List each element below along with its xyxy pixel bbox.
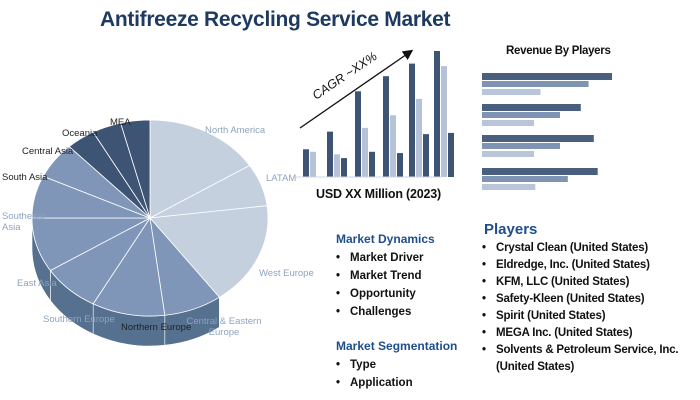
list-item: Solvents & Petroleum Service, Inc. (Unit…: [482, 342, 692, 376]
revenue-bar: [482, 89, 541, 95]
revenue-bar: [482, 112, 560, 118]
pie-label-east-asia: East Asia: [17, 278, 57, 289]
players-list: Crystal Clean (United States) Eldredge, …: [482, 240, 692, 376]
list-item: Eldredge, Inc. (United States): [482, 257, 692, 274]
growth-bar: [383, 76, 389, 177]
growth-bar: [355, 91, 361, 177]
cagr-label: CAGR ~XX%: [310, 49, 380, 102]
revenue-bar: [482, 73, 612, 80]
list-item: Crystal Clean (United States): [482, 240, 692, 257]
growth-bar: [390, 115, 396, 177]
market-segmentation-heading: Market Segmentation: [336, 339, 458, 353]
list-item: MEGA Inc. (United States): [482, 325, 692, 342]
list-item: Safety-Kleen (United States): [482, 291, 692, 308]
revenue-bar-chart: [482, 73, 612, 190]
list-item: Market Trend: [336, 267, 424, 285]
pie-label-oceania: Oceania: [62, 128, 98, 139]
revenue-bar: [482, 168, 598, 175]
pie-label-south-asia: South Asia: [2, 172, 48, 183]
players-heading: Players: [484, 221, 538, 238]
pie-label-central-eastern-europe: Central & Eastern Europe: [186, 316, 262, 338]
market-dynamics-list: Market Driver Market Trend Opportunity C…: [336, 249, 424, 321]
pie-label-latam: LATAM: [266, 173, 297, 184]
market-dynamics-heading: Market Dynamics: [336, 232, 435, 246]
revenue-bar: [482, 184, 536, 190]
list-item: KFM, LLC (United States): [482, 274, 692, 291]
pie-slice: [92, 216, 166, 317]
page-title: Antifreeze Recycling Service Market: [100, 8, 451, 31]
revenue-bar: [482, 176, 568, 182]
growth-bar: [409, 63, 415, 177]
growth-bar-chart: [296, 51, 454, 178]
list-item: Type: [336, 356, 413, 374]
revenue-bar: [482, 81, 589, 87]
pie-side-wall: [31, 217, 220, 347]
market-segmentation-list: Type Application: [336, 356, 413, 392]
growth-bar: [441, 66, 447, 177]
revenue-chart-title: Revenue By Players: [506, 45, 611, 57]
growth-bar: [416, 98, 422, 177]
pie-label-southeast-asia: Southeast Asia: [2, 211, 45, 233]
pie-label-west-europe: West Europe: [259, 268, 314, 279]
cagr-arrow: [299, 49, 414, 129]
growth-bar: [448, 132, 454, 177]
revenue-bar: [482, 151, 534, 157]
growth-bar: [423, 134, 429, 177]
list-item: Opportunity: [336, 285, 424, 303]
growth-bar: [434, 51, 440, 177]
revenue-bar: [482, 104, 581, 111]
pie-label-mea: MEA: [110, 117, 131, 128]
growth-bar: [397, 153, 403, 177]
list-item: Market Driver: [336, 249, 424, 267]
revenue-bar: [482, 143, 560, 149]
list-item: Spirit (United States): [482, 308, 692, 325]
pie-label-northern-europe: Northern Europe: [121, 322, 192, 333]
growth-bar: [334, 154, 340, 177]
list-item: Application: [336, 374, 413, 392]
revenue-bar: [482, 120, 534, 126]
pie-slice: [120, 119, 151, 219]
growth-bar: [341, 158, 347, 177]
growth-bar: [310, 151, 316, 177]
pie-label-southern-europe: Southern Europe: [43, 314, 115, 325]
growth-bar: [327, 131, 333, 177]
pie-slice: [149, 205, 269, 298]
pie-label-central-asia: Central Asia: [22, 146, 74, 157]
pie-chart: [31, 119, 269, 317]
growth-bar: [303, 149, 309, 177]
revenue-bar: [482, 135, 594, 142]
growth-bar: [362, 127, 368, 177]
list-item: Challenges: [336, 303, 424, 321]
growth-bar: [369, 151, 375, 177]
market-size-caption: USD XX Million (2023): [316, 187, 441, 201]
pie-slice: [149, 119, 251, 219]
pie-label-north-america: North America: [205, 125, 266, 136]
